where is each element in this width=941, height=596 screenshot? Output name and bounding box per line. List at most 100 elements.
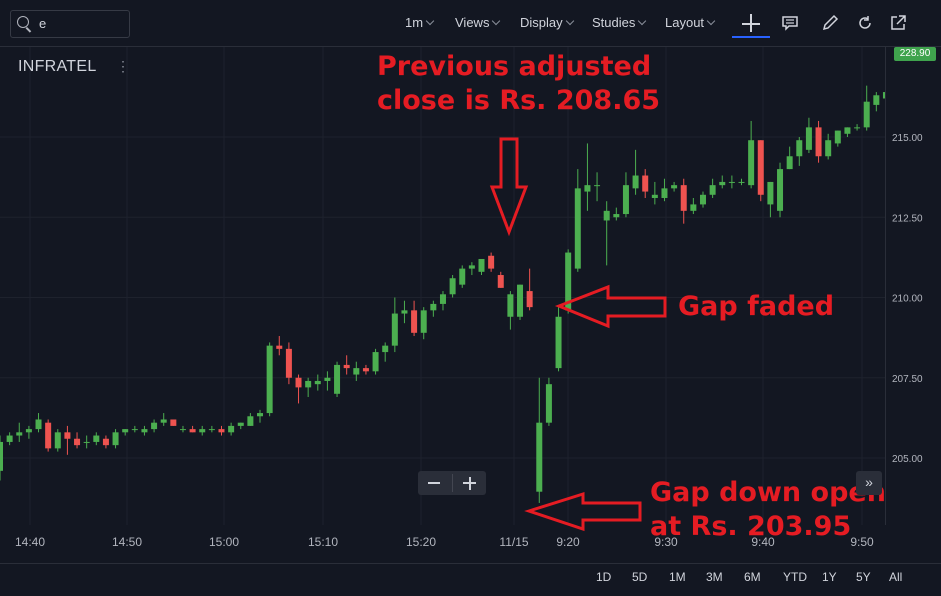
candle-body [305,380,312,388]
candle-body [218,429,225,433]
symbol-search-input[interactable]: e [10,10,130,38]
candle-body [526,291,533,308]
candle-body [122,429,129,433]
candle-body [680,185,687,211]
candle-body [594,185,601,187]
price-axis[interactable]: 215.00 212.50 210.00 207.50 205.00 [885,47,941,525]
scroll-to-latest-button[interactable]: » [856,471,882,495]
y-tick-label: 210.00 [892,294,923,305]
interval-menu[interactable]: 1m [405,15,435,30]
candle-body [536,422,543,492]
annotation-gap-down: Gap down open at Rs. 203.95 [650,476,886,544]
views-menu[interactable]: Views [455,15,501,30]
candle-body [0,441,3,471]
candle-body [882,92,885,99]
refresh-icon[interactable] [856,14,874,32]
crosshair-plus-icon-stroke [750,14,752,32]
range-button-6m[interactable]: 6M [744,570,761,584]
x-tick-label: 14:40 [15,535,45,549]
price-axis-labels: 215.00 212.50 210.00 207.50 205.00 [892,133,923,465]
candle-body [189,429,196,433]
candle-body [613,214,620,218]
range-button-1m[interactable]: 1M [669,570,686,584]
range-button-ytd[interactable]: YTD [783,570,807,584]
candle-body [247,416,254,426]
comment-icon[interactable] [781,14,799,32]
candle-body [420,310,427,333]
external-link-icon[interactable] [889,14,907,32]
x-tick-label: 9:30 [654,535,678,549]
zoom-out-icon[interactable] [428,482,440,484]
symbol-menu-icon[interactable]: ⋮ [116,58,130,74]
zoom-in-icon-stroke[interactable] [468,476,471,490]
candle-body [199,429,206,433]
range-button-3m[interactable]: 3M [706,570,723,584]
x-tick-label: 15:10 [308,535,338,549]
candle-body [439,294,446,304]
candle-body [651,194,658,198]
candle-body [372,352,379,372]
candle-body [661,188,668,198]
candle-body [488,255,495,269]
display-label: Display [520,15,563,30]
candle-body [257,413,264,417]
crosshair-button[interactable] [732,12,770,38]
views-label: Views [455,15,490,30]
range-button-5d[interactable]: 5D [632,570,648,584]
zoom-divider [452,474,453,492]
candle-body [507,294,514,317]
time-axis[interactable]: 14:40 14:50 15:00 15:10 15:20 11/15 9:20 9:30 9:… [0,525,885,563]
candle-body [622,185,629,215]
candle-body [160,419,167,423]
layout-menu[interactable]: Layout [665,15,716,30]
annotation-gap-down-line1: Gap down open [650,477,886,508]
candle-body [83,441,90,443]
candle-body [25,429,32,433]
pencil-icon[interactable] [821,14,839,32]
last-price-tag: 228.90 [894,47,936,61]
display-menu[interactable]: Display [520,15,574,30]
candle-body [449,278,456,295]
annotation-gap-down-line2: at Rs. 203.95 [650,511,852,542]
x-tick-label: 11/15 [499,535,528,549]
candle-body [295,377,302,388]
studies-label: Studies [592,15,636,30]
candle-body [748,140,755,186]
y-tick-label: 212.50 [892,213,923,224]
x-tick-label: 14:50 [112,535,142,549]
candle-body [334,364,341,394]
candle-body [362,368,369,372]
x-tick-label: 9:40 [751,535,775,549]
studies-menu[interactable]: Studies [592,15,647,30]
candle-body [863,101,870,128]
range-button-all[interactable]: All [889,570,903,584]
left-arrow-icon [554,284,667,329]
candle-body [64,432,71,439]
candle-body [603,210,610,221]
candle-body [35,419,42,430]
candle-body [6,435,13,442]
candle-body [237,422,244,426]
candle-body [565,252,572,311]
zoom-controls [418,471,486,495]
range-button-1y[interactable]: 1Y [822,570,837,584]
symbol-name[interactable]: INFRATEL [18,58,97,75]
candle-body [825,140,832,157]
range-button-1d[interactable]: 1D [596,570,612,584]
candle-body [382,345,389,353]
search-value: e [39,16,47,31]
candle-body [777,169,784,211]
candle-body [112,432,119,446]
annotation-prev-close-line1: Previous adjusted [377,51,652,82]
candle-body [767,181,774,205]
range-button-5y[interactable]: 5Y [856,570,871,584]
candle-body [728,181,735,183]
left-arrow-icon [524,491,642,532]
candlestick-chart[interactable] [0,47,885,525]
active-tool-underline [732,36,770,38]
x-tick-label: 9:50 [850,535,874,549]
search-icon [17,16,29,28]
x-tick-label: 15:20 [406,535,436,549]
candle-body [584,185,591,192]
